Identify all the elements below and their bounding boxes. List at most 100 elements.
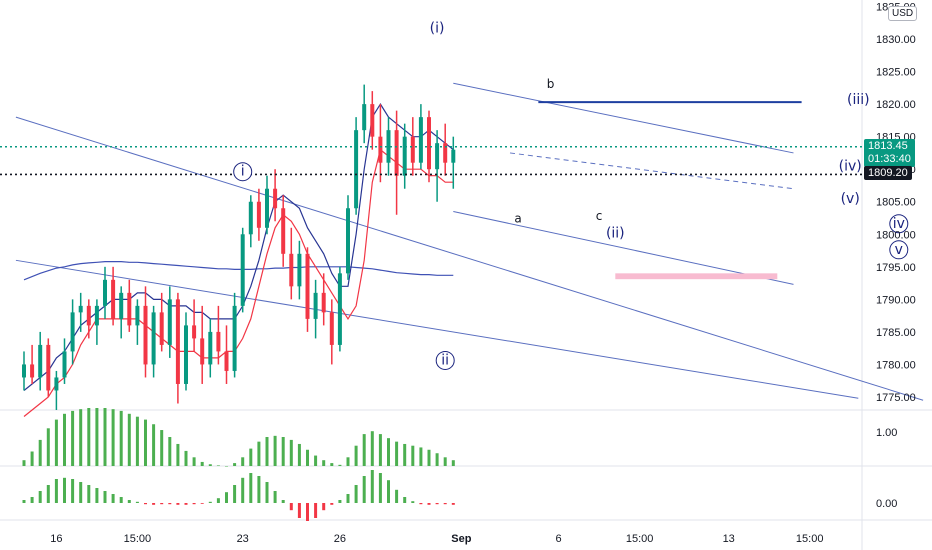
price-tick-label: 1830.00: [876, 34, 916, 46]
price-tick-label: 1805.00: [876, 197, 916, 209]
candle-body: [103, 279, 107, 306]
oscillator-bottom-bar: [281, 500, 285, 503]
candle-body: [370, 104, 375, 137]
time-tick-label: 23: [237, 533, 249, 545]
oscillator-top-bar: [87, 408, 91, 466]
axes: 1835.001830.001825.001820.001815.001810.…: [50, 2, 915, 545]
oscillator-top-bar: [265, 437, 269, 466]
oscillator-bottom-bar: [79, 482, 83, 503]
oscillator-bottom-bar: [225, 492, 228, 503]
oscillator-bottom-bar: [119, 497, 123, 503]
trendline: [453, 211, 794, 285]
trendline: [15, 116, 924, 401]
candle-body: [329, 312, 334, 345]
oscillator-top-bar: [338, 464, 342, 466]
oscillator-top-bar: [63, 413, 66, 466]
oscillator-bottom-bar: [184, 503, 188, 505]
wave-label: c: [596, 209, 603, 223]
candle-body: [151, 312, 156, 365]
candle-body: [22, 364, 26, 378]
candle-body: [54, 377, 59, 391]
oscillator-top-bar: [395, 441, 399, 466]
last-price-value: 1813.45: [868, 139, 908, 152]
candle-body: [346, 208, 350, 274]
price-tick-label: 1775.00: [876, 392, 916, 404]
wave-label-circle: [435, 350, 455, 370]
oscillator-top-bar: [241, 457, 245, 466]
candle-body: [159, 312, 164, 345]
candle-body: [111, 279, 116, 319]
oscillator-top-bar: [297, 443, 301, 466]
oscillator-bottom-bar: [168, 503, 172, 505]
price-tick-label: 1790.00: [876, 294, 916, 306]
candle-body: [281, 208, 286, 254]
candle-body: [216, 331, 221, 352]
countdown-value: 01:33:40: [868, 152, 911, 165]
oscillator-top-bar: [71, 410, 75, 466]
candle-body: [200, 338, 205, 365]
indicator-panes: [22, 408, 455, 521]
oscillator-top-bar: [346, 457, 350, 466]
time-tick-label: 15:00: [626, 533, 654, 545]
wave-label: (iii): [847, 92, 870, 108]
oscillator-top-bar: [79, 409, 83, 466]
oscillator-top-bar: [54, 419, 58, 466]
price-tick-label: 1825.00: [876, 67, 916, 79]
level-price-badge: 1809.20: [864, 166, 912, 181]
time-tick-label: 13: [723, 533, 735, 545]
oscillator-top-bar: [144, 419, 147, 466]
price-tick-label: 1785.00: [876, 327, 916, 339]
oscillator-top-bar: [225, 466, 228, 467]
oscillator-bottom-bar: [338, 500, 342, 503]
wave-label: a: [514, 212, 521, 226]
long-moving-average: [23, 261, 454, 281]
oscillator-bottom-bar: [46, 485, 50, 503]
oscillator-bottom-bar: [176, 503, 180, 505]
time-tick-label: 15:00: [124, 533, 152, 545]
currency-label[interactable]: USD: [888, 6, 918, 21]
candle-body: [337, 273, 342, 345]
wave-label: (v): [841, 191, 860, 207]
candle-body: [70, 312, 75, 352]
oscillator-top-bar: [38, 439, 42, 466]
candles: [22, 84, 456, 410]
wave-label: (i): [430, 21, 445, 37]
oscillator-top-bar: [192, 457, 196, 466]
indicator-tick-label: 1.00: [876, 427, 897, 439]
candle-body: [30, 364, 35, 378]
candle-body: [313, 292, 318, 319]
oscillator-bottom-bar: [111, 494, 115, 503]
oscillator-top-bar: [354, 445, 358, 466]
oscillator-top-bar: [160, 430, 164, 466]
candle-body: [86, 305, 91, 326]
oscillator-top-bar: [281, 437, 285, 466]
oscillator-top-bar: [135, 416, 139, 466]
candle-body: [248, 201, 253, 235]
oscillator-bottom-bar: [314, 503, 318, 518]
candle-body: [143, 305, 148, 365]
candle-body: [386, 130, 391, 163]
candle-body: [451, 149, 456, 163]
oscillator-bottom-bar: [192, 503, 196, 505]
oscillator-top-bar: [30, 451, 34, 466]
oscillator-top-bar: [378, 434, 382, 466]
oscillator-bottom-bar: [427, 503, 431, 505]
oscillator-top-bar: [233, 463, 237, 466]
oscillator-bottom-bar: [30, 497, 34, 503]
candle-body: [38, 344, 43, 378]
oscillator-bottom-bar: [289, 503, 293, 511]
candle-body: [256, 201, 261, 228]
oscillator-bottom-bar: [208, 501, 212, 503]
time-tick-label: 15:00: [796, 533, 824, 545]
wave-label: i: [241, 164, 245, 180]
oscillator-top-bar: [314, 455, 318, 466]
candle-body: [427, 117, 431, 170]
oscillator-bottom-bar: [403, 497, 407, 503]
oscillator-bottom-bar: [87, 485, 91, 503]
price-tick-label: 1795.00: [876, 262, 916, 274]
time-tick-label: 16: [50, 533, 62, 545]
oscillator-bottom-bar: [346, 494, 350, 503]
oscillator-bottom-bar: [387, 480, 390, 503]
